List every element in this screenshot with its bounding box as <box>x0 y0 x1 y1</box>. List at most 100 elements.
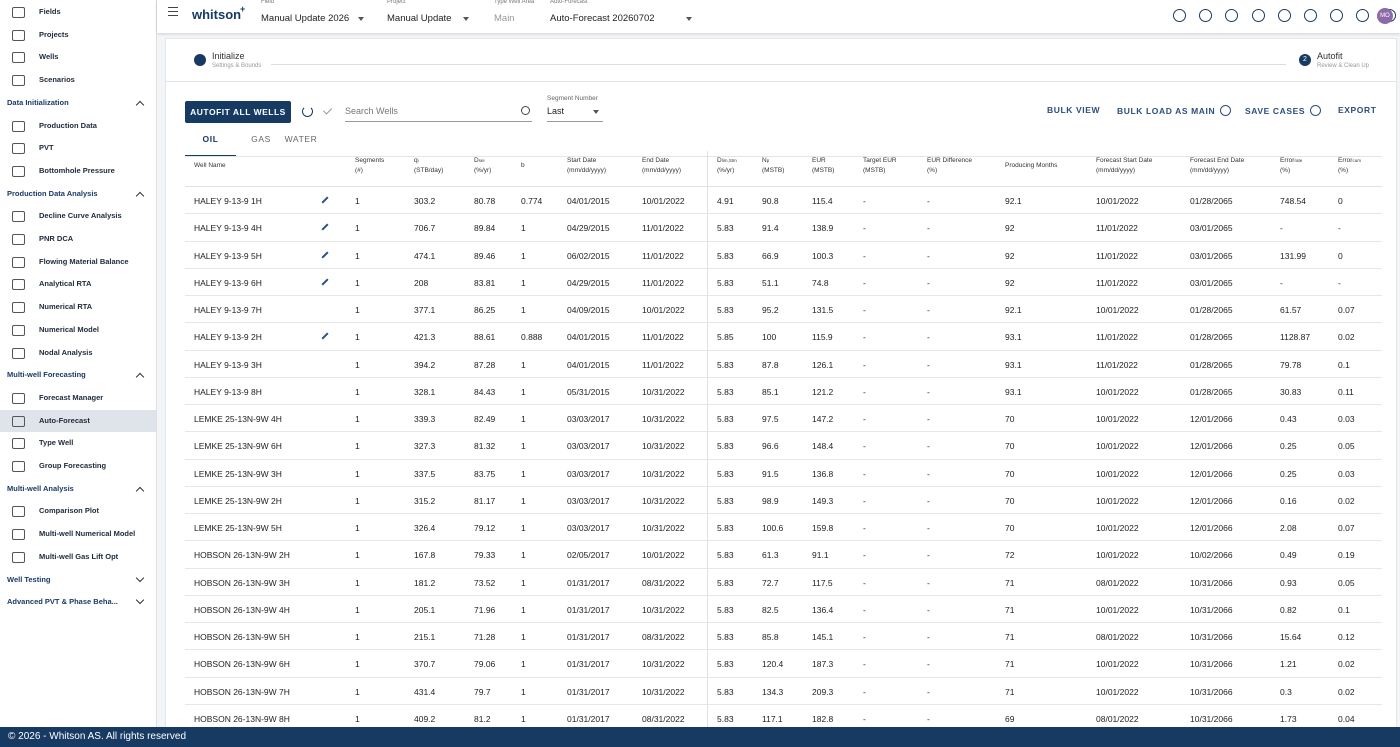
nav-item[interactable]: Flowing Material Balance <box>0 251 156 273</box>
nav-item[interactable]: Comparison Plot <box>0 500 156 522</box>
nav-label: Nodal Analysis <box>39 347 93 357</box>
table-cell: 08/01/2022 <box>1096 577 1139 588</box>
table-cell: 83.81 <box>474 277 496 288</box>
selector[interactable]: Auto-Forecast Auto-Forecast 20260702 <box>550 0 700 33</box>
nav-section[interactable]: Multi-well Analysis <box>0 478 156 500</box>
toolbar-icon[interactable] <box>1356 9 1370 22</box>
table-row[interactable]: LEMKE 25-13N-9W 2H 1 315.2 81.17 1 03/03/2017… <box>185 487 1382 515</box>
selector[interactable]: Field Manual Update 2026 <box>261 0 371 33</box>
nav-item[interactable]: Analytical RTA <box>0 273 156 295</box>
dropdown-caret <box>358 17 364 21</box>
table-row[interactable]: HOBSON 26-13N-9W 4H 1 205.1 71.96 1 01/31/201… <box>185 596 1382 624</box>
step[interactable]: 2 Autofit Review & Clean Up <box>1299 51 1389 75</box>
nav-section[interactable]: Advanced PVT & Phase Beha... <box>0 591 156 613</box>
action-button[interactable]: BULK LOAD AS MAIN <box>1117 105 1232 119</box>
nav-item[interactable]: Multi-well Gas Lift Opt <box>0 546 156 568</box>
avatar[interactable]: MO <box>1377 8 1393 24</box>
table-row[interactable]: LEMKE 25-13N-9W 3H 1 337.5 83.75 1 03/03/2017… <box>185 460 1382 487</box>
search-box[interactable]: Search Wells <box>345 101 532 122</box>
action-button[interactable]: EXPORT <box>1338 105 1377 119</box>
edit-icon[interactable] <box>321 196 329 204</box>
header-sub: i <box>417 158 419 163</box>
toolbar-icon[interactable] <box>1225 9 1239 22</box>
table-row[interactable]: HOBSON 26-13N-9W 2H 1 167.8 79.33 1 02/05/201… <box>185 541 1382 569</box>
table-cell: 04/01/2015 <box>567 196 610 206</box>
edit-icon[interactable] <box>321 332 329 340</box>
table-cell: 04/01/2015 <box>567 359 610 370</box>
nav-item[interactable]: Wells <box>0 46 156 68</box>
table-cell: 10/31/2022 <box>642 604 685 615</box>
nav-item[interactable]: Numerical RTA <box>0 296 156 318</box>
nav-item[interactable]: Fields <box>0 1 156 23</box>
header-unit: (%) <box>927 167 938 174</box>
nav-item[interactable]: Auto-Forecast <box>0 409 156 432</box>
table-row[interactable]: LEMKE 25-13N-9W 5H 1 326.4 79.12 1 03/03/2017… <box>185 514 1382 542</box>
table-cell: 1 <box>355 523 360 534</box>
table-row[interactable]: HALEY 9-13-9 8H 1 328.1 84.43 1 05/31/2015 10/… <box>185 378 1382 406</box>
toolbar-icon[interactable] <box>1304 9 1317 22</box>
table-row[interactable]: HALEY 9-13-9 5H 1 474.1 89.46 1 06/02/2015 11/… <box>185 242 1382 269</box>
nav-item[interactable]: PVT <box>0 137 156 159</box>
toolbar-icon[interactable] <box>1277 9 1291 22</box>
nav-item[interactable]: Nodal Analysis <box>0 342 156 364</box>
table-cell: 01/28/2065 <box>1190 305 1233 316</box>
tab[interactable]: OIL <box>185 134 236 157</box>
table-row[interactable]: HALEY 9-13-9 3H 1 394.2 87.28 1 04/01/2015 11/… <box>185 351 1382 378</box>
autofit-button[interactable]: AUTOFIT ALL WELLS <box>185 101 291 123</box>
table-row[interactable]: HOBSON 26-13N-9W 6H 1 370.7 79.06 1 01/31/201… <box>185 650 1382 678</box>
table-cell: - <box>927 632 930 643</box>
table-row[interactable]: HALEY 9-13-9 6H 1 208 83.81 1 04/29/2015 11/01… <box>185 269 1382 297</box>
table-cell: 01/31/2017 <box>567 713 610 724</box>
segment-label: Segment Number <box>547 95 598 102</box>
nav-item[interactable]: Scenarios <box>0 69 156 91</box>
table-row[interactable]: HALEY 9-13-9 2H 1 421.3 88.61 0.888 04/01/201… <box>185 323 1382 351</box>
nav-item[interactable]: Numerical Model <box>0 319 156 341</box>
nav-item[interactable]: PNR DCA <box>0 228 156 250</box>
toolbar-icon[interactable] <box>1173 9 1186 22</box>
table-cell: 1 <box>355 359 360 370</box>
refresh-icon[interactable] <box>302 106 313 117</box>
toolbar-icon[interactable] <box>1330 9 1344 22</box>
nav-item[interactable]: Production Data <box>0 115 156 137</box>
table-row[interactable]: LEMKE 25-13N-9W 4H 1 339.3 82.49 1 03/03/2017… <box>185 405 1382 433</box>
table-row[interactable]: HALEY 9-13-9 1H 1 303.2 80.78 0.774 04/01/201… <box>185 187 1382 215</box>
table-row[interactable]: LEMKE 25-13N-9W 6H 1 327.3 81.32 1 03/03/2017… <box>185 432 1382 460</box>
toolbar-icon[interactable] <box>1251 9 1265 22</box>
table-cell: 0.49 <box>1280 550 1297 561</box>
header-unit: (#) <box>355 167 363 174</box>
nav-section[interactable]: Data Initialization <box>0 92 156 114</box>
check-icon[interactable] <box>322 105 333 115</box>
nav-item[interactable]: Type Well <box>0 432 156 454</box>
action-button[interactable]: BULK VIEW <box>1047 105 1100 119</box>
nav-section[interactable]: Multi-well Forecasting <box>0 364 156 386</box>
table-cell: 01/31/2017 <box>567 632 610 643</box>
nav-item[interactable]: Multi-well Numerical Model <box>0 523 156 545</box>
table-row[interactable]: HALEY 9-13-9 4H 1 706.7 89.84 1 04/29/2015 11/… <box>185 214 1382 242</box>
table-row[interactable]: HOBSON 26-13N-9W 7H 1 431.4 79.7 1 01/31/2017… <box>185 678 1382 705</box>
tab[interactable]: WATER <box>284 134 318 144</box>
nav-item[interactable]: Bottomhole Pressure <box>0 160 156 182</box>
footer-text: © 2026 - Whitson AS. All rights reserved <box>8 731 187 742</box>
nav-section[interactable]: Production Data Analysis <box>0 183 156 205</box>
nav-item[interactable]: Forecast Manager <box>0 387 156 409</box>
tab[interactable]: GAS <box>251 134 271 144</box>
segment-select[interactable]: Segment Number Last <box>547 95 603 122</box>
nav-item[interactable]: Group Forecasting <box>0 455 156 477</box>
edit-icon[interactable] <box>321 278 329 286</box>
table-row[interactable]: HOBSON 26-13N-9W 5H 1 215.1 71.28 1 01/31/201… <box>185 623 1382 651</box>
selector[interactable]: Project Manual Update <box>387 0 497 33</box>
step[interactable]: Initialize Settings & Bounds <box>194 51 274 75</box>
toolbar-icon[interactable] <box>1199 9 1213 22</box>
nav-item[interactable]: Projects <box>0 24 156 46</box>
nav-item[interactable]: Decline Curve Analysis <box>0 205 156 227</box>
nav-section[interactable]: Well Testing <box>0 569 156 591</box>
table-row[interactable]: HOBSON 26-13N-9W 3H 1 181.2 73.52 1 01/31/201… <box>185 569 1382 596</box>
header-divider <box>185 186 1382 187</box>
table-cell: 70 <box>1005 495 1015 506</box>
action-label: SAVE CASES <box>1245 106 1306 116</box>
edit-icon[interactable] <box>321 250 329 259</box>
well-name: LEMKE 25-13N-9W 6H <box>194 441 282 452</box>
action-button[interactable]: SAVE CASES <box>1245 105 1322 119</box>
table-row[interactable]: HALEY 9-13-9 7H 1 377.1 86.25 1 04/09/2015 10/… <box>185 296 1382 324</box>
edit-icon[interactable] <box>321 223 329 231</box>
